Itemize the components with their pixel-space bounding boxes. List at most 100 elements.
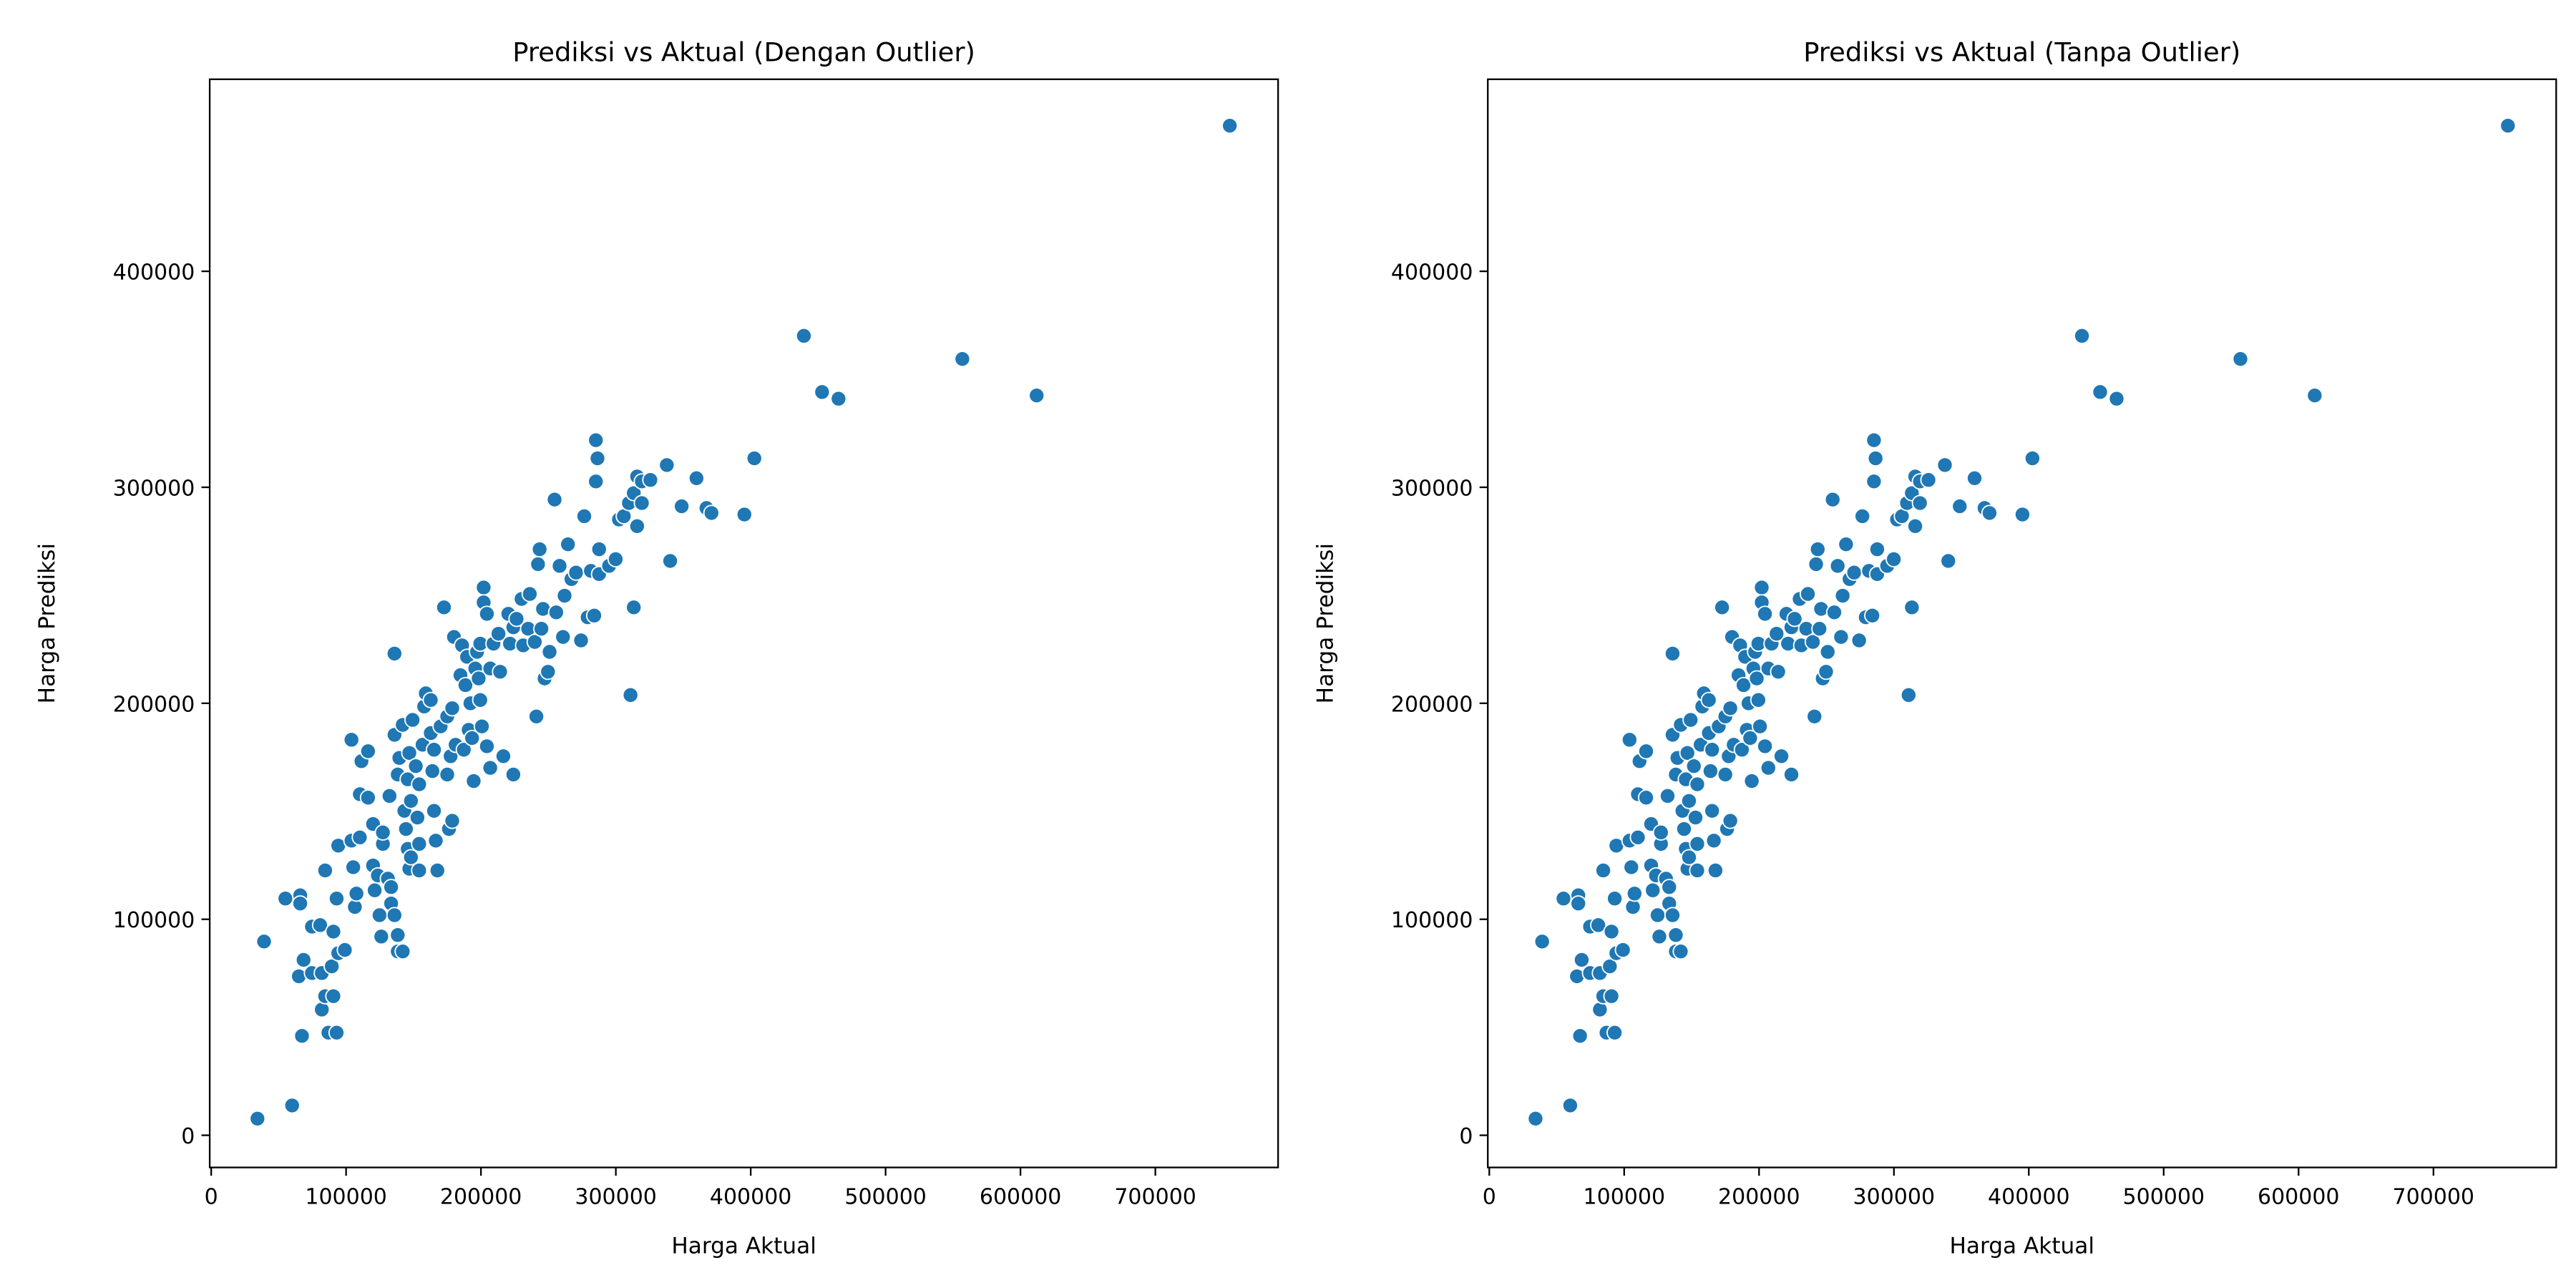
scatter-point [397,820,414,838]
scatter-point [1936,457,1953,474]
x-tick-label: 100000 [305,1184,387,1209]
scatter-point [1864,607,1881,624]
scatter-point [1637,743,1655,760]
x-tick-label: 400000 [710,1184,792,1209]
scatter-point [1664,645,1682,662]
scatter-point [336,942,353,959]
scatter-point [328,1024,345,1041]
scatter-point [1689,862,1706,879]
scatter-point [2074,327,2091,344]
scatter-point [555,628,572,645]
scatter-point [1680,792,1698,809]
scatter-point [703,504,720,522]
scatter-point [1704,741,1721,758]
scatter-point [560,536,577,553]
scatter-point [1573,951,1590,968]
scatter-point [531,541,548,558]
scatter-point [1651,928,1668,945]
y-axis-label: Harga Prediksi [34,543,60,703]
scatter-point [464,729,481,746]
scatter-point [490,625,507,643]
scatter-point [1714,599,1731,616]
scatter-point [1722,812,1739,829]
scatter-point [386,907,403,924]
x-tick-label: 0 [1483,1184,1496,1209]
scatter-point [249,1110,266,1127]
scatter-point [374,824,391,841]
scatter-point [313,1001,331,1018]
chart-title: Prediksi vs Aktual (Dengan Outlier) [512,36,975,67]
scatter-point [343,731,360,748]
scatter-point [551,557,568,575]
x-axis-label: Harga Aktual [1950,1234,2095,1259]
x-tick-label: 0 [205,1184,218,1209]
scatter-point [1885,550,1903,568]
chart-title: Prediksi vs Aktual (Tanpa Outlier) [1803,36,2240,67]
scatter-point [457,676,474,694]
scatter-point [407,758,424,775]
scatter-point [394,943,411,960]
y-tick-label: 400000 [113,260,195,286]
scatter-point [589,449,606,467]
x-tick-label: 500000 [2123,1184,2205,1209]
scatter-point [1675,820,1693,838]
scatter-point [2499,117,2517,135]
scatter-point [1868,541,1885,558]
scatter-point [1907,517,1924,535]
scatter-point [323,957,341,975]
scatter-point [736,506,753,523]
scatter-point [1649,907,1667,924]
plot-frame [1487,78,2557,1169]
y-tick-label: 300000 [113,477,195,502]
plot-frame [208,78,1279,1169]
scatter-point [1903,599,1921,616]
y-tick-label: 0 [181,1124,195,1149]
scatter-point [2306,387,2323,404]
x-tick-label: 300000 [575,1184,657,1209]
scatter-point [575,507,593,525]
scatter-point [435,599,453,616]
scatter-point [556,587,573,605]
scatter-point [1818,663,1835,680]
scatter-point [409,809,426,826]
scatter-point [1854,507,1871,525]
scatter-point [1591,1001,1609,1018]
x-tick-label: 700000 [1114,1184,1196,1209]
scatter-point [585,607,603,624]
scatter-point [427,832,444,849]
scatter-point [746,449,763,467]
scatter-point [1940,552,1957,570]
scatter-point [1920,472,1937,489]
scatter-point [293,1028,311,1045]
scatter-point [1981,504,1998,522]
scatter-point [1533,933,1551,950]
y-tick-label: 100000 [1391,908,1473,933]
scatter-point [530,555,547,572]
scatter-point [426,802,443,819]
scatter-point [587,431,605,449]
scatter-point [311,917,328,934]
scatter-point [1637,789,1655,806]
scatter-point [1527,1110,1544,1127]
scatter-point [546,491,563,508]
scatter-point [1614,942,1631,959]
scatter-point [1833,628,1850,645]
scatter-point [439,766,456,783]
scatter-point [402,792,419,809]
scatter-point [1705,832,1722,849]
scatter-point [1707,862,1724,879]
scatter-point [521,585,538,602]
scatter-point [814,384,831,401]
scatter-point [424,763,441,780]
scatter-point [1555,890,1572,907]
scatter-point [1824,491,1841,508]
scatter-point [1606,1024,1624,1041]
scatter-point [1845,564,1863,581]
scatter-point [1570,895,1587,912]
scatter-point [590,541,608,558]
scatter-point [547,604,565,621]
scatter-point [1807,555,1825,572]
scatter-point [1748,670,1765,687]
